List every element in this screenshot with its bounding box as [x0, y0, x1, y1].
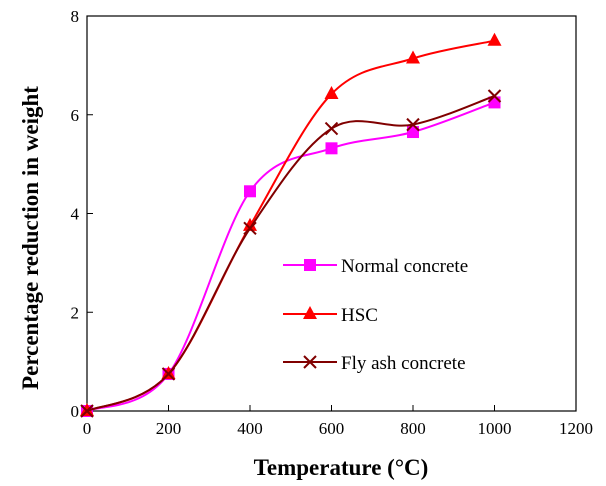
marker-stroke: [303, 355, 317, 369]
x-tick-label: 400: [237, 419, 263, 438]
marker-stroke: [487, 89, 502, 103]
data-point-marker: [325, 142, 338, 155]
marker-stroke: [406, 117, 420, 132]
legend-item: HSC: [283, 305, 378, 326]
x-tick-label: 600: [319, 419, 345, 438]
x-tick-label: 200: [156, 419, 182, 438]
legend-item: Fly ash concrete: [283, 353, 466, 374]
data-point-marker: [161, 365, 176, 379]
y-tick-label: 4: [71, 205, 80, 224]
plot-frame: [86, 15, 577, 412]
legend-label: Fly ash concrete: [341, 353, 466, 374]
legend-item: Normal concrete: [283, 256, 468, 277]
marker-stroke: [161, 367, 176, 381]
legend-marker: [303, 306, 317, 319]
data-point-marker: [243, 217, 257, 231]
marker-stroke: [243, 221, 257, 236]
y-tick-label: 0: [71, 402, 80, 421]
marker-stroke: [80, 404, 94, 418]
legend-marker: [303, 355, 317, 369]
x-tick-label: 1200: [559, 419, 593, 438]
x-tick-label: 0: [83, 419, 92, 438]
legend-label: HSC: [341, 305, 378, 326]
plot-border: [86, 15, 577, 412]
legend-label: Normal concrete: [341, 256, 468, 277]
x-axis-title: Temperature (°C): [254, 455, 429, 480]
series-2: [80, 89, 502, 418]
marker-stroke: [324, 121, 339, 136]
y-tick-label: 2: [71, 303, 80, 322]
data-point-marker: [406, 117, 420, 132]
legend-marker: [304, 259, 316, 271]
data-point-marker: [244, 185, 256, 198]
y-axis-ticks: 0 2 4 6 8: [71, 7, 93, 421]
data-point-marker: [324, 86, 339, 100]
y-axis-title: Percentage reduction in weight: [18, 86, 43, 390]
y-tick-label: 8: [71, 7, 80, 26]
y-tick-label: 6: [71, 106, 80, 125]
data-point-marker: [80, 404, 94, 418]
data-point-marker: [487, 89, 502, 103]
x-axis-ticks: 0 200 400 600 800 1000 1200: [83, 405, 593, 438]
x-tick-label: 1000: [478, 419, 512, 438]
data-point-marker: [487, 32, 502, 46]
data-point-marker: [243, 221, 257, 236]
data-point-marker: [406, 50, 420, 64]
series-layer: [80, 32, 502, 418]
x-tick-label: 800: [400, 419, 426, 438]
legend: Normal concrete HSC Fly ash concrete: [283, 256, 468, 374]
data-point-marker: [324, 121, 339, 136]
data-point-marker: [80, 403, 94, 416]
data-point-marker: [161, 367, 176, 381]
